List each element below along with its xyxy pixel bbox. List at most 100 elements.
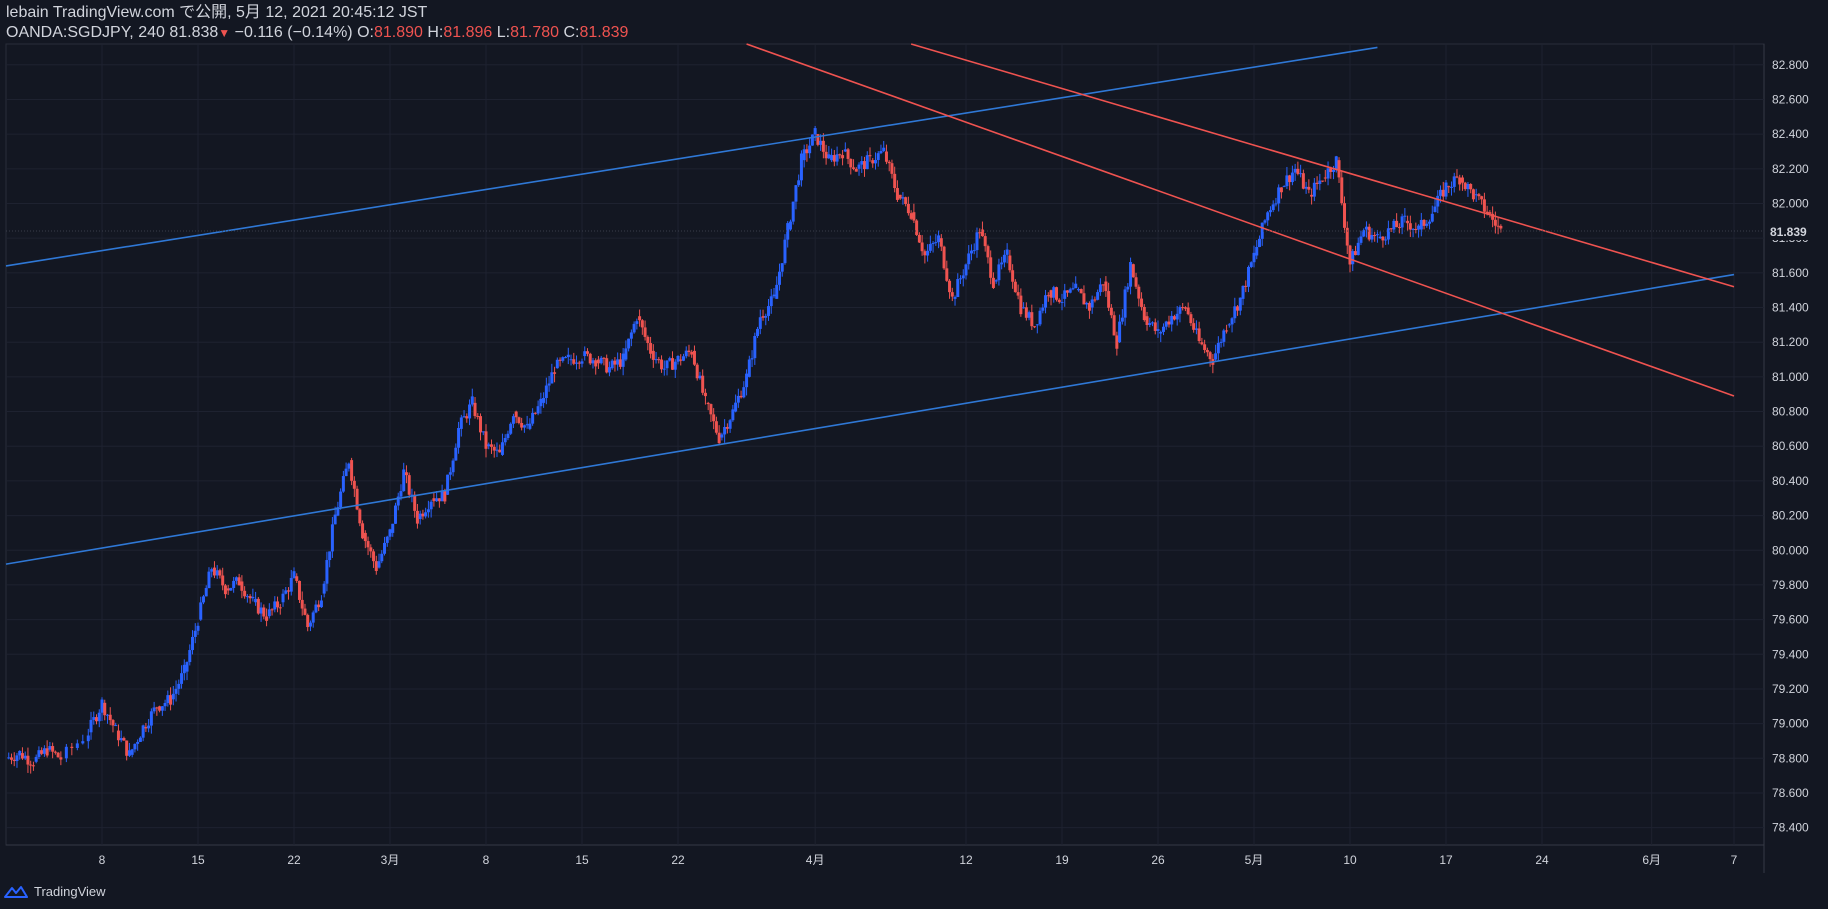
- candle-body: [26, 755, 30, 765]
- candle-body: [443, 490, 447, 502]
- candle-body: [912, 212, 916, 221]
- candle-body: [876, 153, 880, 160]
- candle-body: [1013, 281, 1017, 293]
- candle-body: [1471, 189, 1475, 200]
- candle-body: [920, 242, 924, 252]
- candle-body: [152, 707, 156, 712]
- candle-body: [591, 360, 595, 364]
- candle-body: [429, 501, 433, 510]
- candle-body: [1030, 312, 1034, 327]
- candle-body: [1115, 335, 1119, 349]
- candle-body: [972, 250, 976, 252]
- candle-body: [295, 576, 299, 581]
- trendlines[interactable]: [5, 43, 1735, 565]
- y-tick-label: 78.600: [1772, 786, 1809, 800]
- candle-body: [1153, 322, 1157, 331]
- candle-body: [306, 614, 310, 628]
- candle-body: [451, 460, 455, 473]
- candle-body: [1046, 295, 1050, 297]
- symbol-label[interactable]: OANDA:SGDJPY, 240: [6, 24, 165, 41]
- candle-body: [525, 424, 529, 426]
- candle-body: [514, 411, 518, 418]
- high-value: 81.896: [443, 24, 493, 41]
- candle-body: [923, 251, 927, 256]
- x-tick-label: 26: [1151, 853, 1165, 867]
- footer-brand[interactable]: TradingView: [34, 884, 106, 899]
- candle-body: [585, 351, 589, 354]
- candle-body: [223, 585, 227, 595]
- candle-body: [130, 749, 134, 755]
- candle-body: [775, 284, 779, 299]
- candle-body: [638, 316, 642, 321]
- candle-body: [1392, 220, 1396, 230]
- candle-body: [1408, 223, 1412, 230]
- candle-body: [487, 444, 491, 447]
- candle-body: [424, 512, 428, 517]
- candle-body: [459, 417, 463, 429]
- candle-body: [448, 472, 452, 475]
- candle-body: [860, 161, 864, 165]
- candle-body: [890, 163, 894, 174]
- candle-body: [884, 151, 888, 162]
- candle-body: [226, 588, 230, 591]
- time-axis[interactable]: 8 15 22 3月 8 15 22 4月 12 19 26 5月 10 17 24 6月 7: [99, 853, 1738, 867]
- candle-body: [470, 396, 474, 405]
- trendline-red[interactable]: [746, 43, 1735, 397]
- candle-body: [1126, 286, 1130, 290]
- y-tick-label: 78.400: [1772, 821, 1809, 835]
- candle-body: [1041, 307, 1045, 311]
- candle-body: [270, 609, 274, 611]
- candle-body: [308, 622, 312, 627]
- candle-body: [843, 149, 847, 152]
- candle-body: [989, 257, 993, 278]
- candle-body: [1400, 216, 1404, 228]
- candle-body: [1002, 254, 1006, 263]
- y-tick-label: 82.200: [1772, 162, 1809, 176]
- candle-body: [1035, 324, 1039, 326]
- candle-body: [144, 727, 148, 729]
- candle-body: [385, 536, 389, 543]
- candle-body: [9, 757, 13, 760]
- footer: TradingView: [4, 884, 106, 899]
- candle-body: [725, 426, 729, 429]
- tradingview-logo-icon[interactable]: [4, 885, 28, 899]
- price-axis[interactable]: 82.80082.60082.40082.20082.00081.80081.6…: [1772, 58, 1809, 835]
- candle-body: [446, 474, 450, 495]
- candle-body: [1183, 307, 1187, 309]
- trendline-blue[interactable]: [5, 273, 1735, 565]
- x-tick-label: 15: [191, 853, 205, 867]
- candle-body: [281, 593, 285, 603]
- candle-body: [728, 420, 732, 429]
- trendline-red[interactable]: [910, 43, 1735, 288]
- candle-body: [539, 398, 543, 407]
- candle-body: [479, 416, 483, 433]
- candle-body: [1340, 177, 1344, 204]
- candle-body: [1326, 168, 1330, 179]
- candle-body: [1474, 194, 1478, 196]
- candle-body: [207, 571, 211, 589]
- candle-body: [1076, 289, 1080, 291]
- candle-body: [1351, 251, 1355, 265]
- candle-body: [1208, 352, 1212, 360]
- candle-body: [138, 737, 142, 742]
- candle-body: [1123, 289, 1127, 318]
- candle-body: [1282, 186, 1286, 188]
- candle-body: [758, 317, 762, 329]
- candle-body: [1299, 173, 1303, 175]
- candle-body: [1112, 315, 1116, 336]
- candle-body: [1000, 262, 1004, 265]
- candle-body: [15, 755, 19, 762]
- candle-body: [1493, 219, 1497, 226]
- candle-body: [1293, 168, 1297, 173]
- candle-body: [1156, 329, 1160, 331]
- candle-body: [772, 294, 776, 297]
- candle-body: [147, 725, 151, 729]
- plot-area[interactable]: [5, 43, 1765, 846]
- candle-body: [374, 561, 378, 571]
- candle-body: [322, 583, 326, 594]
- candle-body: [904, 197, 908, 205]
- candle-body: [1353, 251, 1357, 256]
- trendline-blue[interactable]: [5, 46, 1378, 267]
- candle-body: [640, 320, 644, 328]
